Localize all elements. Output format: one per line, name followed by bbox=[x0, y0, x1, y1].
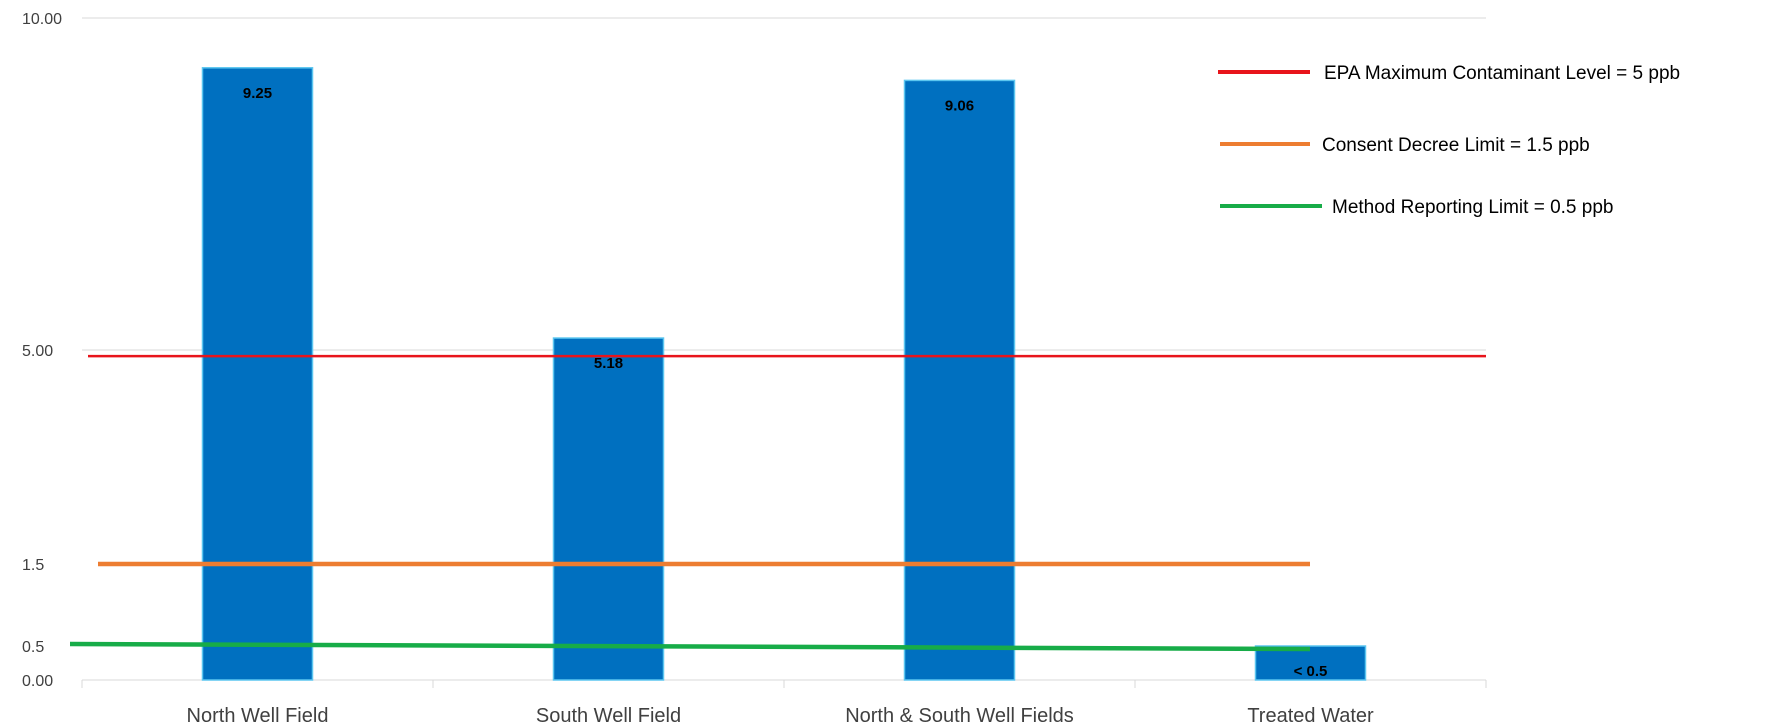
data-label: 5.18 bbox=[594, 355, 623, 372]
bars bbox=[203, 68, 1366, 680]
y-axis-tick-labels: 10.00 5.00 1.5 0.5 0.00 bbox=[22, 11, 62, 690]
legend-label: Consent Decree Limit = 1.5 ppb bbox=[1322, 135, 1590, 156]
data-labels: 9.25 5.18 9.06 < 0.5 bbox=[243, 85, 1327, 680]
x-category-label: North Well Field bbox=[187, 705, 329, 726]
data-label: 9.25 bbox=[243, 85, 272, 102]
x-axis-category-labels: North Well Field South Well Field North & … bbox=[187, 705, 1374, 726]
data-label: 9.06 bbox=[945, 97, 974, 114]
x-axis bbox=[82, 680, 1486, 688]
legend: EPA Maximum Contaminant Level = 5 ppb Con… bbox=[1218, 63, 1680, 218]
y-tick-label: 1.5 bbox=[22, 557, 44, 574]
y-tick-label: 0.00 bbox=[22, 673, 53, 690]
bar bbox=[203, 68, 313, 680]
x-category-label: South Well Field bbox=[536, 705, 681, 726]
bar bbox=[554, 338, 664, 680]
y-tick-label: 5.00 bbox=[22, 343, 53, 360]
legend-label: EPA Maximum Contaminant Level = 5 ppb bbox=[1324, 63, 1680, 84]
data-label: < 0.5 bbox=[1294, 663, 1328, 680]
x-category-label: North & South Well Fields bbox=[845, 705, 1074, 726]
legend-label: Method Reporting Limit = 0.5 ppb bbox=[1332, 197, 1613, 218]
bar bbox=[905, 80, 1015, 680]
x-category-label: Treated Water bbox=[1247, 705, 1374, 726]
y-tick-label: 10.00 bbox=[22, 11, 62, 28]
y-tick-label: 0.5 bbox=[22, 639, 44, 656]
